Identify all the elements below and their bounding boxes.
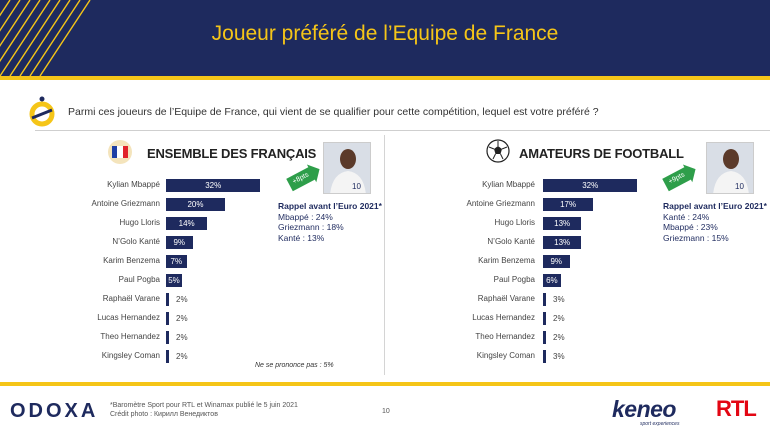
svg-text:10: 10 [735,182,744,191]
bar [543,293,546,306]
panel-divider [384,135,385,375]
panel-title-fans: AMATEURS DE FOOTBALL [519,146,684,161]
category-label: Lucas Hernandez [97,313,160,322]
data-label: 2% [176,314,188,323]
recap-block-fans: Rappel avant l’Euro 2021* Kanté : 24% Mb… [663,201,767,243]
recap-line: Kanté : 24% [663,211,710,222]
bar: 17% [543,198,594,211]
bar: 6% [543,274,561,287]
category-label: Paul Pogba [118,275,160,284]
french-flag-icon [108,140,132,164]
header-rule [0,76,770,80]
soccer-ball-icon [486,139,510,163]
bar: 32% [543,179,638,192]
rtl-logo: RTL [716,396,757,421]
recap-line: Kanté : 13% [278,232,325,243]
data-label: 3% [553,352,565,361]
increase-arrow-icon: +9pts [662,166,692,192]
category-label: Kingsley Coman [101,351,160,360]
bar: 20% [166,198,225,211]
no-opinion-note: Ne se prononce pas : 5% [255,362,334,369]
question-rule [35,130,770,131]
keneo-logo: keneo [612,396,676,422]
data-label: 2% [553,314,565,323]
bar: 9% [543,255,570,268]
odoxa-logo: ODOXA [10,400,99,422]
player-photo: 10 [706,142,754,194]
category-label: Karim Benzema [103,256,160,265]
category-label: Theo Hernandez [475,332,535,341]
recap-line: Mbappé : 24% [278,211,333,222]
category-label: Kingsley Coman [476,351,535,360]
odoxa-question-icon [29,96,55,127]
category-label: Karim Benzema [478,256,535,265]
recap-line: Mbappé : 23% [663,222,718,232]
data-label: 2% [176,295,188,304]
recap-title: Rappel avant l’Euro 2021* [663,201,767,211]
increase-arrow-icon: +8pts [286,166,316,192]
category-label: Antoine Griezmann [91,199,160,208]
data-label: 3% [553,295,565,304]
bar [543,312,546,325]
data-label: 2% [176,333,188,342]
category-label: Kylian Mbappé [107,180,160,189]
category-label: Hugo Lloris [494,218,535,227]
page-number: 10 [382,408,390,415]
category-label: N’Golo Kanté [487,237,535,246]
bar: 14% [166,217,208,230]
bar: 7% [166,255,187,268]
page-title: Joueur préféré de l’Equipe de France [211,22,559,45]
bar [166,350,169,363]
data-label: 2% [176,352,188,361]
data-label: 2% [553,333,565,342]
bar [166,331,169,344]
bar: 32% [166,179,261,192]
bar: 13% [543,217,582,230]
bar [166,293,169,306]
photo-credit: Crédit photo : Кирилл Венедиктов [110,411,218,418]
recap-block-all: Rappel avant l’Euro 2021* Mbappé : 24% G… [278,201,382,243]
header-banner: Joueur préféré de l’Equipe de France [0,0,770,76]
recap-title: Rappel avant l’Euro 2021* [278,201,382,211]
category-label: Theo Hernandez [100,332,160,341]
panel-title-all: ENSEMBLE DES FRANÇAIS [147,146,317,161]
category-label: Raphaël Varane [477,294,535,303]
recap-line: Griezmann : 18% [278,222,344,232]
category-label: N’Golo Kanté [112,237,160,246]
svg-text:10: 10 [352,182,361,191]
hatch-pattern [0,0,91,76]
keneo-tagline: sport experiences [640,421,680,427]
category-label: Lucas Hernandez [472,313,535,322]
category-label: Paul Pogba [493,275,535,284]
source-note: *Baromètre Sport pour RTL et Winamax pub… [110,401,298,419]
category-label: Hugo Lloris [119,218,160,227]
bar: 5% [166,274,182,287]
source-line: *Baromètre Sport pour RTL et Winamax pub… [110,402,298,409]
bar: 9% [166,236,193,249]
bar [543,331,546,344]
bar: 13% [543,236,582,249]
bar [166,312,169,325]
survey-question: Parmi ces joueurs de l’Equipe de France,… [68,106,599,118]
category-label: Raphaël Varane [102,294,160,303]
recap-line: Griezmann : 15% [663,232,729,243]
player-photo: 10 [323,142,371,194]
bar [543,350,546,363]
footer-rule [0,382,770,386]
category-label: Kylian Mbappé [482,180,535,189]
category-label: Antoine Griezmann [466,199,535,208]
